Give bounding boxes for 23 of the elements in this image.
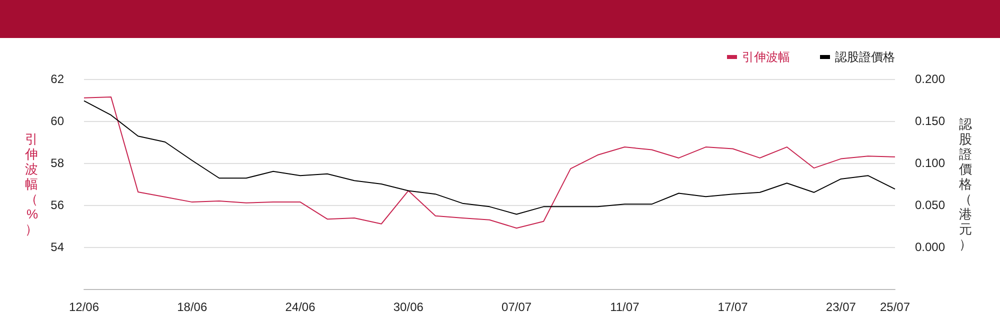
- y2-tick-label: 0.000: [915, 240, 946, 254]
- text: 認股證價格（港元）: [959, 116, 972, 252]
- x-tick-label: 18/06: [177, 300, 208, 314]
- x-tick-label: 17/07: [718, 300, 748, 314]
- x-tick-label: 30/06: [393, 300, 424, 314]
- legend-label: 引伸波幅: [742, 50, 790, 64]
- y-tick-label: 60: [50, 114, 64, 128]
- x-tick-label: 25/07: [880, 300, 910, 314]
- y-tick-label: 62: [50, 72, 64, 86]
- x-tick-label: 11/07: [610, 300, 640, 314]
- y-tick-label: 54: [50, 240, 64, 254]
- y2-tick-label: 0.150: [915, 114, 946, 128]
- x-tick-label: 07/07: [502, 300, 532, 314]
- x-tick-label: 24/06: [285, 300, 316, 314]
- y2-tick-label: 0.200: [915, 72, 946, 86]
- x-tick-label: 23/07: [826, 300, 856, 314]
- y-axis-title: 引伸波幅（%）: [24, 132, 38, 236]
- y-tick-label: 56: [50, 198, 64, 212]
- x-tick-label: 12/06: [68, 300, 100, 314]
- legend-label: 認股證價格: [835, 50, 895, 64]
- y2-tick-label: 0.050: [915, 198, 946, 212]
- y2-tick-label: 0.100: [915, 156, 946, 170]
- y-tick-label: 58: [50, 156, 64, 170]
